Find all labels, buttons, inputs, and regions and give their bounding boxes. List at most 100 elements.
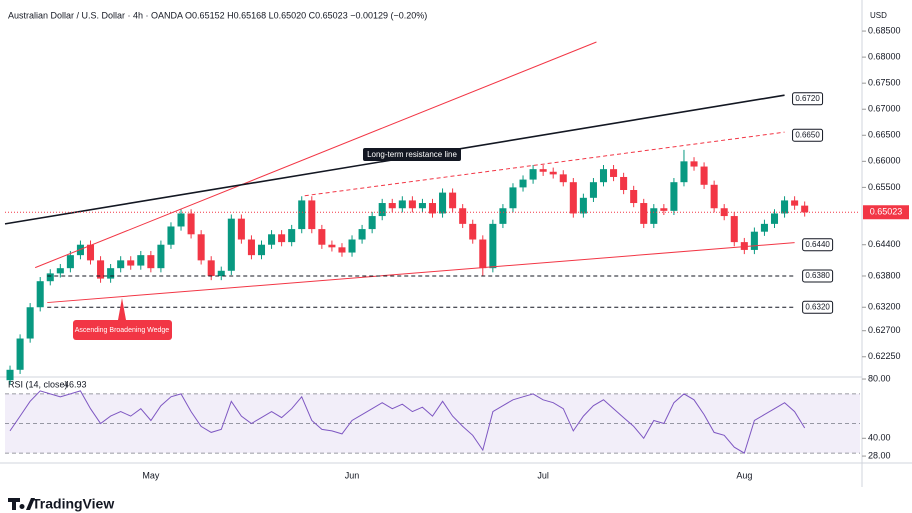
price-tag-label: 0.6380 [805,271,830,280]
candle-body [66,255,74,269]
candle-body [589,182,597,198]
candle-body [107,268,115,279]
candle-body [26,307,34,339]
candle-body [781,200,789,214]
candle-body [147,255,155,269]
candle-body [620,176,628,190]
x-tick-label: Jun [345,470,360,480]
candle-body [157,244,165,269]
candle-body [348,239,356,253]
y-tick-label: 0.66500 [868,130,901,140]
candle-body [97,260,105,279]
candle-body [499,208,507,224]
trend-line [304,131,785,197]
candle-body [36,281,44,308]
candle-body [549,171,557,175]
chart-legend: Australian Dollar / U.S. Dollar · 4h · O… [8,10,427,20]
price-tag-label: 0.6720 [795,94,820,103]
trend-line [34,41,597,269]
candle-body [730,216,738,243]
candle-body [801,205,809,213]
candle-body [750,231,758,250]
candle-body [388,203,396,209]
candle-body [559,174,567,183]
candle-body [539,169,547,172]
candle-body [398,200,406,209]
candle-body [770,213,779,224]
y-tick-label: 40.00 [868,433,891,443]
y-tick-label: 0.63800 [868,270,901,280]
candle-body [599,169,608,183]
last-price-tag [863,205,909,220]
rsi-value: 46.93 [64,379,87,389]
candle-body [46,273,54,282]
candle-body [408,200,416,209]
price-tag-label: 0.6440 [805,240,830,249]
logo-icon [8,498,35,510]
candle-body [308,200,316,230]
y-tick-label: 0.68500 [868,25,901,35]
price-tag-box [802,238,834,252]
candle-body [439,192,447,214]
candle-body [740,242,748,250]
price-tag-label: 0.6650 [795,130,820,139]
rsi-line [9,390,806,454]
y-tick-label: 0.67000 [868,104,901,114]
y-tick-label: 0.66000 [868,156,901,166]
candle-body [137,255,145,266]
candle-body [127,260,135,266]
candle-body [368,216,376,230]
candle-body [519,179,527,188]
candle-body [16,338,24,370]
candle-body [318,229,326,245]
candle-body [670,182,678,211]
candle-body [630,190,638,204]
x-tick-label: Aug [736,470,752,480]
candle-body [449,192,457,209]
candle-body [680,161,688,183]
price-tag-box [802,269,834,283]
x-tick-label: May [142,470,160,480]
candle-body [6,369,14,381]
price-tag-box [792,128,824,142]
candle-body [428,203,437,214]
candle-body [247,239,255,256]
y-tick-label: 28.00 [868,450,891,460]
candle-body [278,234,286,243]
candle-body [207,260,215,276]
callout-box [73,320,172,340]
candle-body [237,218,245,240]
callout-text: Ascending Broadening Wedge [75,327,170,334]
currency-label: USD [870,11,887,20]
callout-arrow [118,298,126,320]
candle-body [459,208,467,224]
candle-body [177,213,185,227]
candle-body [86,244,95,261]
price-tag-box [792,92,824,106]
y-tick-label: 0.62250 [868,351,901,361]
candle-body [469,223,477,240]
x-tick-label: Jul [537,470,549,480]
trend-line [47,242,795,304]
candle-body [358,229,366,240]
last-price-label: 0.65023 [870,207,903,217]
callout-text: Long-term resistance line [367,150,457,159]
y-tick-label: 0.65500 [868,182,901,192]
candle-body [791,200,799,206]
candle-body [479,239,487,269]
candle-body [489,223,497,269]
candle-body [610,169,618,177]
candle-body [117,260,125,269]
candle-body [328,244,336,248]
y-tick-label: 0.62700 [868,325,901,335]
candle-body [720,208,728,217]
price-tag-label: 0.6320 [805,302,830,311]
candle-body [690,161,698,167]
candle-body [298,200,306,230]
candle-body [227,218,235,271]
candle-body [569,182,577,214]
y-tick-label: 0.64400 [868,239,901,249]
candle-body [378,203,386,217]
logo: TradingView [8,496,114,512]
